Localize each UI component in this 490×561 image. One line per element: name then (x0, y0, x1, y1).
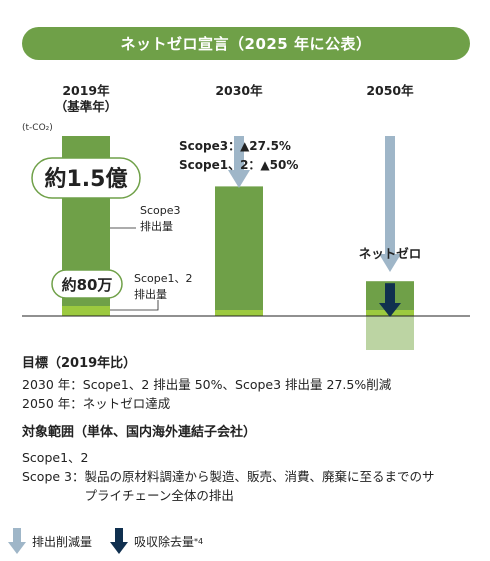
objectives-section: 目標（2019年比） 2030 年： Scope1、2 排出量 50%、Scop… (22, 354, 482, 505)
reduction-arrow-shaft-2050 (385, 136, 395, 256)
reduction-label-2030: Scope1、2：▲50% (179, 158, 298, 172)
reduction-label-2030: Scope3：▲27.5% (179, 139, 291, 153)
page-title: ネットゼロ宣言（2025 年に公表） (120, 35, 372, 53)
scope-row-3: Scope 3： 製品の原材料調達から製造、販売、消費、廃棄に至るまでのサプライ… (22, 467, 482, 505)
bar-2050-removal (366, 316, 414, 350)
category-label: 2019年（基準年） (55, 83, 118, 114)
objectives-heading: 目標（2019年比） (22, 356, 137, 371)
scope12-2019-bubble (51, 269, 123, 299)
scope-heading: 対象範囲（単体、国内海外連結子会社） (22, 425, 257, 440)
scope12-label: Scope1、2 排出量 (134, 272, 193, 301)
objective-year: 2030 年： (22, 377, 83, 392)
legend-item-removal: 吸収除去量 *4 (110, 528, 203, 554)
scope3-label: Scope3 排出量 (140, 204, 181, 233)
scope-label: Scope 3： (22, 469, 85, 484)
reduction-arrow-shaft-2030 (234, 136, 244, 172)
title-banner: ネットゼロ宣言（2025 年に公表） (22, 27, 470, 60)
legend: 排出削減量 吸収除去量 *4 (8, 528, 478, 554)
scope12-2019-label: 約80万 (62, 276, 113, 294)
removal-arrow-shaft (385, 283, 395, 304)
scope-row-12: Scope1、2 (22, 448, 482, 467)
emissions-chart: 2019年（基準年） 2030年 2050年 (t-CO₂) Scope3：▲27.5%… (22, 83, 470, 350)
objective-row-2050: 2050 年： ネットゼロ達成 (22, 394, 482, 413)
legend-label: 吸収除去量 (134, 534, 195, 549)
scope-text: 製品の原材料調達から製造、販売、消費、廃棄に至るまでのサプライチェーン全体の排出 (84, 469, 435, 503)
light-down-arrow-icon (8, 528, 26, 554)
objective-row-2030: 2030 年： Scope1、2 排出量 50%、Scope3 排出量 27.5… (22, 375, 482, 394)
total-2019-label: 約1.5億 (45, 166, 128, 192)
legend-label: 排出削減量 (32, 534, 93, 549)
bar-2019-scope12 (62, 306, 110, 316)
reduction-arrow-head-2050 (379, 254, 401, 272)
scope12-leader (110, 300, 159, 311)
legend-item-reduction: 排出削減量 (8, 528, 92, 554)
category-label: 2030年 (215, 83, 263, 98)
bar-2030-scope12 (215, 310, 263, 316)
objective-year: 2050 年： (22, 396, 83, 411)
legend-footnote: *4 (194, 536, 204, 546)
objective-text: ネットゼロ達成 (82, 396, 171, 411)
objective-text: Scope1、2 排出量 50%、Scope3 排出量 27.5%削減 (82, 377, 392, 392)
dark-down-arrow-icon (110, 528, 128, 554)
bar-2030-scope3 (215, 186, 263, 310)
unit-label: (t-CO₂) (22, 123, 53, 133)
total-2019-bubble (31, 157, 141, 199)
scope-label: Scope1、2 (22, 450, 89, 465)
removal-arrow-head (379, 303, 401, 317)
netzero-label: ネットゼロ (359, 246, 422, 261)
category-label: 2050年 (366, 83, 414, 98)
reduction-arrow-head-2030 (228, 170, 250, 188)
